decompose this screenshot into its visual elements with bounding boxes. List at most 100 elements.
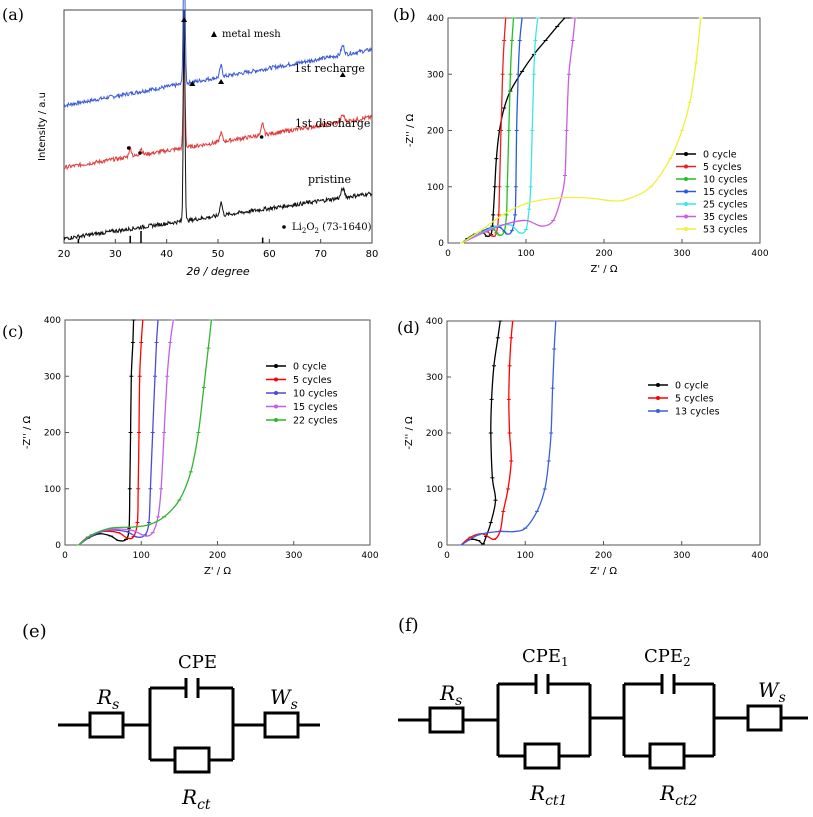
legend-label: 0 cycle — [675, 381, 709, 392]
legend-marker — [684, 177, 688, 181]
svg-text:CPE1: CPE1 — [522, 646, 569, 669]
legend-label: 15 cycles — [703, 187, 748, 198]
x-tick-label: 60 — [263, 249, 276, 260]
y-tick-label: 0 — [438, 239, 444, 249]
legend-li2o2-marker — [282, 225, 286, 229]
label-cpe: CPE — [178, 652, 217, 673]
warburg-ws — [746, 704, 783, 732]
label-rct2-sub: ct2 — [675, 793, 697, 809]
legend-label: 53 cycles — [703, 225, 748, 236]
mesh-marker — [181, 17, 188, 22]
x-tick-label: 100 — [517, 551, 534, 561]
x-tick-label: 100 — [133, 551, 150, 561]
label-rct1-sub: ct1 — [545, 793, 567, 809]
resistor-rct — [173, 746, 211, 774]
series-label-recharge: 1st recharge — [294, 62, 365, 75]
svg-text:Rct: Rct — [181, 785, 211, 813]
x-tick-label: 0 — [445, 249, 451, 259]
legend-label: 10 cycles — [293, 389, 338, 400]
legend-label: 10 cycles — [703, 175, 748, 186]
series-line-0-cycle — [78, 320, 135, 545]
legend-label: 25 cycles — [703, 200, 748, 211]
label-rs: R — [96, 685, 112, 709]
panel-label-d: (d) — [397, 318, 420, 337]
legend-li2o2-part: (73-1640) — [319, 222, 372, 233]
legend-label: 13 cycles — [675, 407, 720, 418]
series-line-1st-discharge — [63, 48, 372, 171]
label-cpe2: CPE — [644, 646, 683, 667]
series-line-10-cycles — [78, 320, 159, 545]
circuit-f — [398, 674, 808, 770]
label-rs-sub: s — [455, 693, 462, 709]
legend-li2o2-part: 2 — [315, 227, 319, 235]
x-tick-label: 200 — [595, 551, 612, 561]
x-axis-label: Z' / Ω — [590, 566, 617, 577]
label-ws: W — [758, 678, 780, 702]
y-tick-label: 100 — [427, 183, 444, 193]
x-tick-label: 70 — [314, 249, 327, 260]
series-line-pristine — [63, 10, 372, 241]
legend-label: 5 cycles — [293, 375, 332, 386]
circuit-e-labels: Rs CPE Ws Rct — [96, 652, 298, 813]
warburg-ws — [263, 711, 300, 739]
chart-a-xrd: 20 30 40 50 60 70 80 2θ / degree Intensity / a.u… — [37, 0, 378, 278]
y-tick-label: 400 — [426, 317, 443, 327]
x-tick-label: 0 — [444, 551, 450, 561]
legend-mesh-label: metal mesh — [222, 29, 281, 40]
svg-text:Ws: Ws — [270, 685, 298, 713]
y-axis-label: Intensity / a.u — [37, 92, 48, 161]
legend-marker — [684, 202, 688, 206]
legend-label: 15 cycles — [293, 402, 338, 413]
x-tick-label: 300 — [673, 551, 690, 561]
x-tick-label: 300 — [285, 551, 302, 561]
plot-frame — [64, 319, 371, 546]
label-rct2: R — [659, 781, 675, 805]
y-axis-label: -Z'' / Ω — [22, 415, 33, 449]
y-tick-label: 300 — [427, 70, 444, 80]
chart-d-eis: 0 100 200 300 400 0 100 200 300 400 Z' / Ω -Z'' / Ω… — [404, 317, 769, 577]
legend-label: 5 cycles — [675, 394, 714, 405]
x-tick-label: 400 — [361, 551, 378, 561]
series-label-pristine: pristine — [308, 173, 351, 186]
y-axis-label: -Z'' / Ω — [404, 416, 415, 450]
chart-c-eis: 0 100 200 300 400 0 100 200 300 400 Z' / Ω -Z'' / Ω… — [22, 316, 379, 577]
resistor-rs — [428, 706, 465, 734]
svg-text:CPE2: CPE2 — [644, 646, 691, 669]
li2o2-marker — [126, 146, 131, 150]
legend-li2o2-part: O — [306, 222, 314, 233]
x-tick-label: 300 — [673, 249, 690, 259]
x-axis-label: 2θ / degree — [186, 265, 249, 278]
y-tick-label: 0 — [437, 541, 443, 551]
y-tick-label: 100 — [426, 485, 443, 495]
circuit-e — [58, 678, 320, 774]
legend-marker — [684, 152, 688, 156]
label-ws-sub: s — [291, 697, 298, 713]
chart-b-eis: 0 100 200 300 400 0 100 200 300 400 Z' / Ω -Z'' / Ω… — [405, 14, 769, 275]
legend-marker — [274, 377, 278, 382]
label-rct: R — [181, 785, 197, 809]
x-tick-label: 80 — [366, 249, 379, 260]
series-line-22-cycles — [78, 320, 213, 545]
y-tick-label: 300 — [44, 372, 61, 382]
li2o2-marker — [259, 135, 264, 139]
x-tick-label: 20 — [58, 249, 71, 260]
y-tick-label: 100 — [44, 485, 61, 495]
label-rs-sub: s — [112, 697, 119, 713]
legend-label: 22 cycles — [293, 416, 338, 427]
x-tick-label: 30 — [109, 249, 122, 260]
svg-text:Rct1: Rct1 — [529, 781, 567, 809]
label-rct-sub: ct — [197, 797, 211, 813]
series-line-35-cycles — [461, 18, 576, 243]
circuit-f-labels: Rs CPE1 CPE2 Ws Rct1 Rct2 — [439, 646, 786, 809]
x-tick-label: 40 — [160, 249, 173, 260]
legend-marker — [684, 214, 688, 219]
panel-label-f: (f) — [398, 615, 419, 636]
x-tick-label: 400 — [751, 551, 768, 561]
svg-text:Rct2: Rct2 — [659, 781, 698, 809]
y-tick-label: 300 — [426, 373, 443, 383]
panel-label-b: (b) — [393, 5, 416, 24]
x-tick-label: 200 — [209, 551, 226, 561]
y-tick-label: 200 — [44, 429, 61, 439]
legend-marker — [274, 391, 278, 395]
